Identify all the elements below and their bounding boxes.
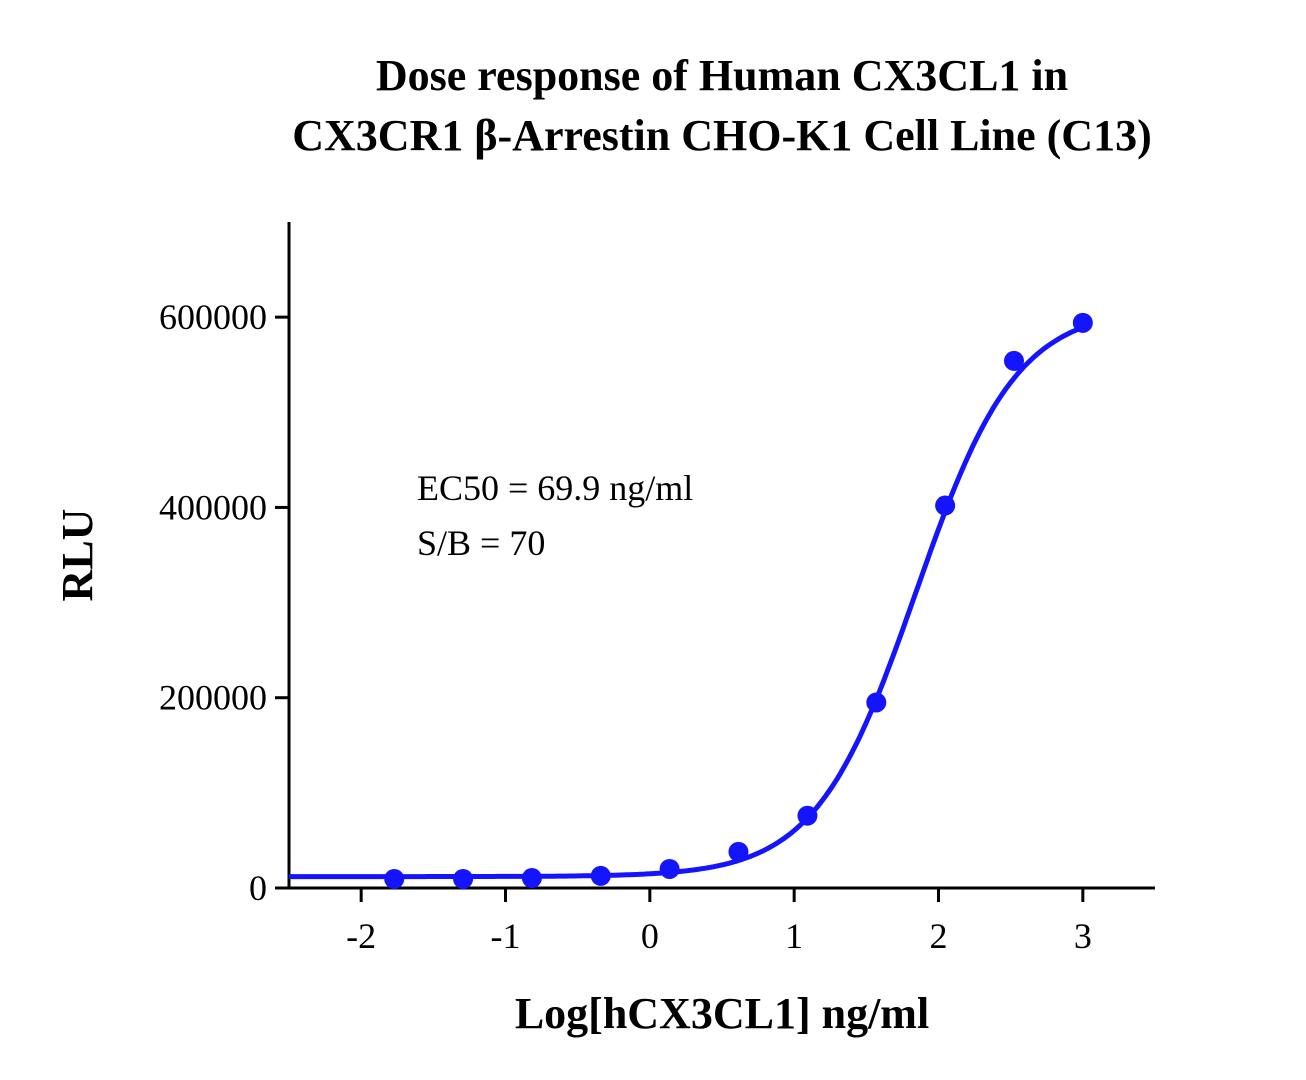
data-point — [935, 495, 956, 516]
data-point — [659, 858, 680, 879]
y-tick-label: 200000 — [159, 678, 267, 718]
y-tick-label: 600000 — [159, 297, 267, 337]
data-point — [453, 868, 474, 889]
y-axis-label: RLU — [53, 509, 102, 602]
data-point — [1003, 350, 1024, 371]
chart-title-line-2: CX3CR1 β-Arrestin CHO-K1 Cell Line (C13) — [292, 111, 1151, 160]
x-tick-label: 0 — [641, 916, 659, 956]
fit-curve — [289, 324, 1084, 880]
data-point — [797, 805, 818, 826]
data-point — [590, 865, 611, 886]
x-tick-label: 3 — [1074, 916, 1092, 956]
y-tick-label: 0 — [249, 868, 267, 908]
x-tick-label: 1 — [785, 916, 803, 956]
data-point — [866, 692, 887, 713]
data-point — [521, 868, 542, 889]
x-tick-label: -2 — [346, 916, 376, 956]
axes: -2 -1 0 1 2 3 0 200000 400000 600000 — [159, 222, 1155, 956]
x-axis-label: Log[hCX3CL1] ng/ml — [515, 989, 929, 1038]
ec50-annotation: EC50 = 69.9 ng/ml — [417, 468, 693, 508]
data-point — [384, 868, 405, 889]
fit-curve-group — [289, 324, 1084, 880]
y-tick-label: 400000 — [159, 487, 267, 527]
data-points — [384, 312, 1093, 889]
x-tick-label: -1 — [491, 916, 521, 956]
sb-annotation: S/B = 70 — [417, 523, 545, 563]
data-point — [728, 841, 749, 862]
chart-title-line-1: Dose response of Human CX3CL1 in — [376, 51, 1068, 100]
data-point — [1072, 312, 1093, 333]
x-tick-label: 2 — [930, 916, 948, 956]
